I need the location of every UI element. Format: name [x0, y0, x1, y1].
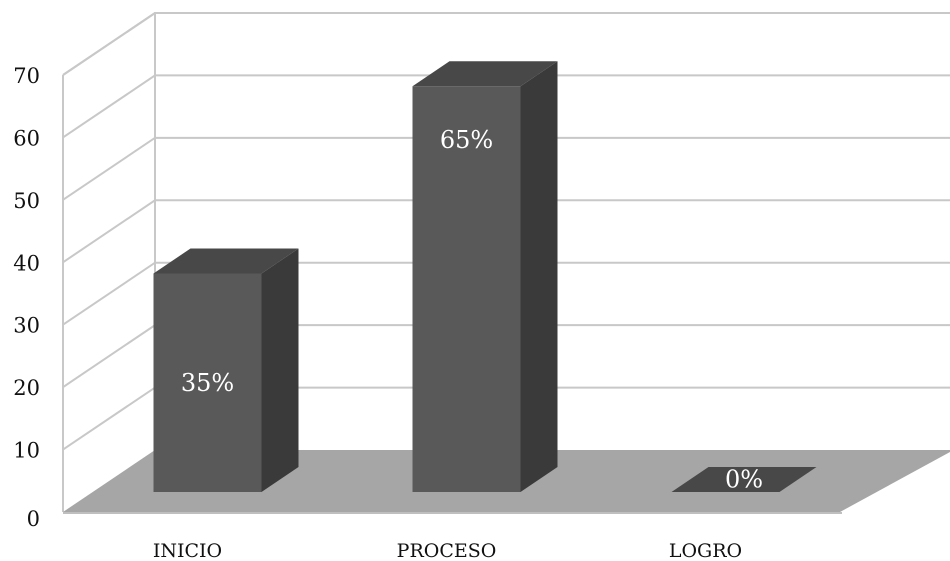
bar-top	[671, 467, 817, 492]
y-tick-label: 30	[13, 314, 40, 338]
y-tick-label: 60	[13, 126, 40, 150]
x-axis-category-labels: INICIO PROCESO LOGRO	[153, 540, 742, 561]
bar-top	[412, 61, 558, 87]
data-label: 65%	[440, 126, 493, 154]
bar-front	[412, 86, 521, 492]
x-tick-label: LOGRO	[669, 540, 742, 561]
gridline	[62, 74, 950, 139]
y-tick-label: 10	[13, 439, 40, 463]
bar-top	[153, 248, 299, 274]
y-tick-label: 70	[13, 64, 40, 88]
data-label: 0%	[725, 466, 763, 494]
bar-logro	[671, 467, 817, 492]
y-tick-label: 50	[13, 189, 40, 213]
y-tick-label: 40	[13, 251, 40, 275]
gridline	[62, 199, 950, 264]
chart-walls	[62, 12, 156, 512]
y-tick-label: 0	[27, 507, 40, 531]
x-tick-label: PROCESO	[397, 540, 497, 561]
bar-inicio	[153, 248, 299, 492]
gridline	[62, 136, 950, 201]
bar-side	[520, 61, 558, 492]
data-labels: 35% 65% 0%	[181, 126, 763, 493]
bar-proceso	[412, 61, 558, 492]
x-tick-label: INICIO	[153, 540, 222, 561]
data-label: 35%	[181, 369, 234, 397]
bar-front	[153, 273, 262, 492]
gridline	[62, 261, 950, 326]
y-tick-label: 20	[13, 376, 40, 400]
bar-side	[261, 248, 299, 492]
gridline	[62, 12, 950, 76]
y-axis-tick-labels: 0 10 20 30 40 50 60 70	[13, 64, 40, 531]
bars	[153, 61, 817, 492]
